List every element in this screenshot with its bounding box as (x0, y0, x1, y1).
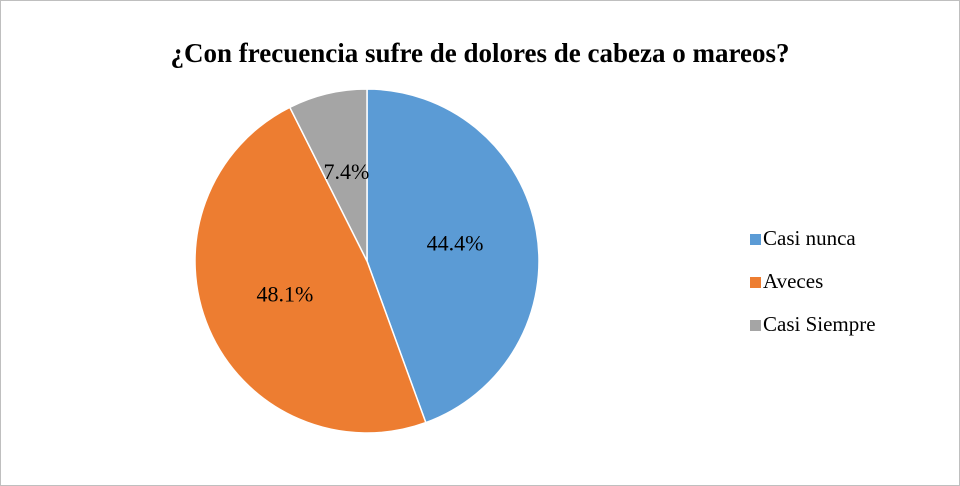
data-label: 48.1% (256, 281, 313, 306)
pie-slice (288, 88, 368, 262)
legend-swatch (750, 234, 761, 245)
legend-label: Aveces (763, 269, 823, 293)
legend-swatch (750, 277, 761, 288)
legend-label: Casi nunca (763, 226, 856, 250)
data-label: 7.4% (323, 159, 369, 184)
data-label: 44.4% (427, 231, 484, 256)
legend-swatch (750, 320, 761, 331)
chart-title: ¿Con frecuencia sufre de dolores de cabe… (171, 38, 790, 68)
legend-label: Casi Siempre (763, 312, 876, 336)
pie-slice (366, 88, 540, 424)
pie-slice (194, 106, 427, 434)
